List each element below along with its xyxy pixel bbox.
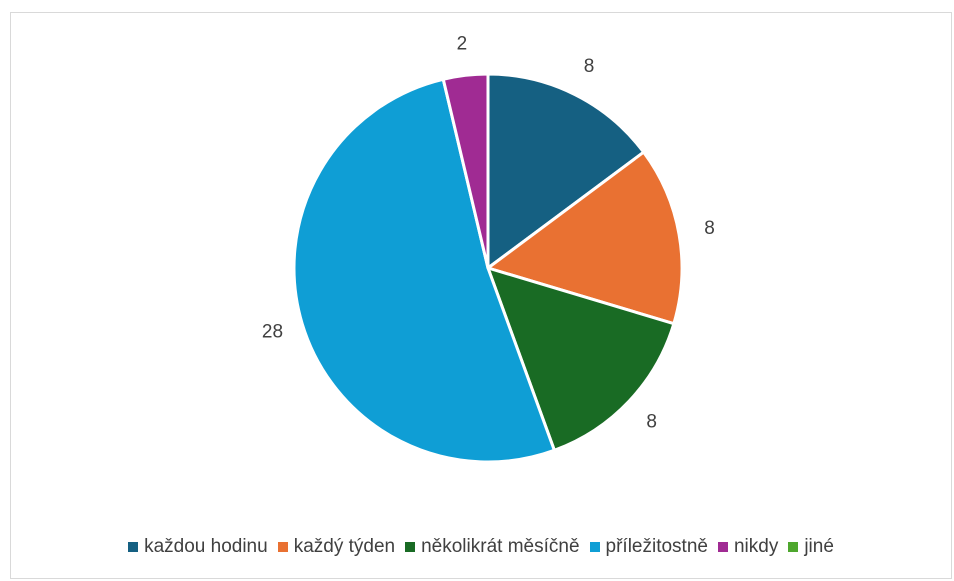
legend-label: každý týden <box>293 536 396 557</box>
chart-frame <box>10 12 952 579</box>
legend-swatch <box>405 542 416 552</box>
legend-item: nikdy <box>717 536 779 558</box>
data-label: 8 <box>646 411 657 432</box>
legend-item: každou hodinu <box>128 536 268 558</box>
legend-item: jiné <box>788 536 834 558</box>
legend-swatch <box>788 542 799 552</box>
pie-slice <box>486 266 676 452</box>
legend-label: nikdy <box>733 536 779 557</box>
data-label: 28 <box>262 322 283 343</box>
legend-item: několikrát měsíčně <box>405 536 580 558</box>
legend-label: příležitostně <box>605 536 708 557</box>
data-label: 8 <box>704 218 715 239</box>
chart: 8 8 8 28 2 <box>262 34 715 464</box>
data-label: 8 <box>584 56 595 77</box>
legend-item: každý týden <box>277 536 396 558</box>
legend: každou hodinu každý týden několikrát měsíč… <box>10 536 952 558</box>
data-label: 2 <box>457 34 468 55</box>
pie-slice <box>486 72 646 270</box>
pie-slice <box>486 150 684 326</box>
legend-label: jiné <box>804 536 834 557</box>
legend-swatch <box>277 542 288 552</box>
legend-swatch <box>128 542 139 552</box>
legend-label: několikrát měsíčně <box>421 536 580 557</box>
pie-slice <box>292 77 556 464</box>
legend-swatch <box>589 542 600 552</box>
legend-item: příležitostně <box>589 536 708 558</box>
legend-swatch <box>717 542 728 552</box>
legend-label: každou hodinu <box>144 536 268 557</box>
